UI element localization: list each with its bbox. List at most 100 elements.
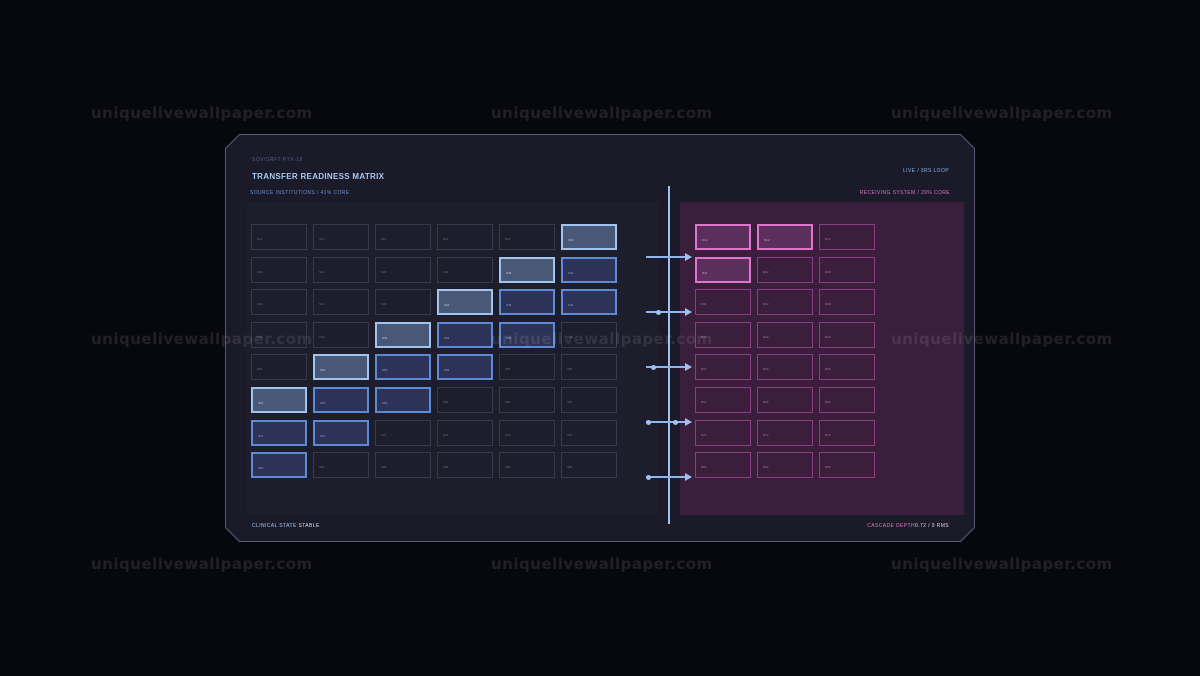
watermark-text: uniquelivewallpaper.com xyxy=(891,555,1113,573)
source-cell-s71[interactable]: S71 xyxy=(251,419,307,446)
receiving-cell-r12[interactable]: R12 xyxy=(757,224,813,250)
receiving-cell-r23[interactable]: R23 xyxy=(819,256,875,283)
source-cell-s44[interactable]: S44 xyxy=(437,321,493,348)
source-cell-s83[interactable]: S83 xyxy=(375,452,431,479)
receiving-cell-r62[interactable]: R62 xyxy=(757,387,813,413)
source-cell-s62[interactable]: S62 xyxy=(313,387,369,413)
receiving-cell-r71[interactable]: R71 xyxy=(695,419,751,446)
source-cell-s23[interactable]: S23 xyxy=(375,256,431,283)
source-cell-s43[interactable]: S43 xyxy=(375,321,431,348)
clinical-state-key: CLINICAL STATE xyxy=(252,523,297,529)
watermark-text: uniquelivewallpaper.com xyxy=(91,330,313,348)
arrow-head-icon xyxy=(685,363,692,371)
source-cell-s66[interactable]: S66 xyxy=(561,387,617,413)
flow-node-dot xyxy=(646,474,651,480)
receiving-cell-r53[interactable]: R53 xyxy=(819,354,875,381)
source-cell-s81[interactable]: S81 xyxy=(251,452,307,479)
receiving-cell-r42[interactable]: R42 xyxy=(757,321,813,348)
watermark-text: uniquelivewallpaper.com xyxy=(91,104,313,122)
cascade-depth-key: CASCADE DEPTH xyxy=(867,523,916,529)
source-cell-s82[interactable]: S82 xyxy=(313,452,369,479)
flow-arrow-1 xyxy=(646,253,692,261)
receiving-cell-r52[interactable]: R52 xyxy=(757,354,813,381)
source-cell-s36[interactable]: S36 xyxy=(561,289,617,316)
watermark-text: uniquelivewallpaper.com xyxy=(491,555,713,573)
source-cell-s22[interactable]: S22 xyxy=(313,256,369,283)
flow-node-dot xyxy=(651,364,656,370)
receiving-cell-r21[interactable]: R21 xyxy=(695,256,751,283)
source-cell-s65[interactable]: S65 xyxy=(499,387,555,413)
arrow-head-icon xyxy=(685,418,692,426)
source-cell-s15[interactable]: S15 xyxy=(499,224,555,250)
source-cell-s85[interactable]: S85 xyxy=(499,452,555,479)
source-cell-s42[interactable]: S42 xyxy=(313,321,369,348)
flow-arrow-4 xyxy=(646,418,692,426)
source-cell-s86[interactable]: S86 xyxy=(561,452,617,479)
page-title: TRANSFER READINESS MATRIX xyxy=(252,172,385,181)
source-cell-s13[interactable]: S13 xyxy=(375,224,431,250)
receiving-cell-r32[interactable]: R32 xyxy=(757,289,813,316)
source-cell-s34[interactable]: S34 xyxy=(437,289,493,316)
source-cell-s26[interactable]: S26 xyxy=(561,256,617,283)
receiving-cell-r81[interactable]: R81 xyxy=(695,452,751,479)
receiving-cell-r51[interactable]: R51 xyxy=(695,354,751,381)
source-cell-s73[interactable]: S73 xyxy=(375,419,431,446)
watermark-text: uniquelivewallpaper.com xyxy=(491,104,713,122)
flow-arrow-5 xyxy=(646,473,692,481)
source-cell-s55[interactable]: S55 xyxy=(499,354,555,381)
source-cell-s35[interactable]: S35 xyxy=(499,289,555,316)
source-cell-s11[interactable]: S11 xyxy=(251,224,307,250)
cascade-depth-value: 0.72 / 9 RMS xyxy=(915,523,949,529)
source-cell-s76[interactable]: S76 xyxy=(561,419,617,446)
receiving-cell-r72[interactable]: R72 xyxy=(757,419,813,446)
arrow-head-icon xyxy=(685,308,692,316)
arrow-head-icon xyxy=(685,473,692,481)
source-section-label: SOURCE INSTITUTIONS / 41% CORE xyxy=(250,190,350,196)
receiving-cell-r61[interactable]: R61 xyxy=(695,387,751,413)
source-cell-s14[interactable]: S14 xyxy=(437,224,493,250)
receiving-cell-r31[interactable]: R31 xyxy=(695,289,751,316)
source-cell-s16[interactable]: S16 xyxy=(561,224,617,250)
live-status: LIVE / 3RS LOOP xyxy=(902,168,949,174)
source-cell-s24[interactable]: S24 xyxy=(437,256,493,283)
source-cell-s25[interactable]: S25 xyxy=(499,256,555,283)
source-cell-s32[interactable]: S32 xyxy=(313,289,369,316)
receiving-cell-r43[interactable]: R43 xyxy=(819,321,875,348)
receiving-cell-r83[interactable]: R83 xyxy=(819,452,875,479)
source-cell-s64[interactable]: S64 xyxy=(437,387,493,413)
arrow-head-icon xyxy=(685,253,692,261)
source-cell-s61[interactable]: S61 xyxy=(251,387,307,413)
receiving-cell-r63[interactable]: R63 xyxy=(819,387,875,413)
source-cell-s31[interactable]: S31 xyxy=(251,289,307,316)
receiving-cell-r13[interactable]: R13 xyxy=(819,224,875,250)
flow-node-dot xyxy=(656,309,661,315)
source-cell-s54[interactable]: S54 xyxy=(437,354,493,381)
clinical-state-label: CLINICAL STATE STABLE xyxy=(252,523,320,529)
flow-arrow-2 xyxy=(646,308,692,316)
source-cell-s33[interactable]: S33 xyxy=(375,289,431,316)
receiving-cell-r11[interactable]: R11 xyxy=(695,224,751,250)
panel-code: SOV/SRFT PTX-18 xyxy=(252,157,303,163)
source-cell-s52[interactable]: S52 xyxy=(313,354,369,381)
source-cell-s84[interactable]: S84 xyxy=(437,452,493,479)
source-cell-s51[interactable]: S51 xyxy=(251,354,307,381)
source-cell-s72[interactable]: S72 xyxy=(313,419,369,446)
cascade-depth-label: CASCADE DEPTH0.72 / 9 RMS xyxy=(867,523,949,529)
watermark-text: uniquelivewallpaper.com xyxy=(91,555,313,573)
source-cell-s74[interactable]: S74 xyxy=(437,419,493,446)
watermark-text: uniquelivewallpaper.com xyxy=(491,330,713,348)
receiving-cell-r73[interactable]: R73 xyxy=(819,419,875,446)
clinical-state-value: STABLE xyxy=(298,523,320,529)
source-cell-s53[interactable]: S53 xyxy=(375,354,431,381)
flow-node-dot xyxy=(673,419,678,425)
source-cell-s56[interactable]: S56 xyxy=(561,354,617,381)
watermark-text: uniquelivewallpaper.com xyxy=(891,330,1113,348)
source-cell-s12[interactable]: S12 xyxy=(313,224,369,250)
source-cell-s75[interactable]: S75 xyxy=(499,419,555,446)
flow-node-dot xyxy=(646,419,651,425)
source-cell-s63[interactable]: S63 xyxy=(375,387,431,413)
receiving-cell-r22[interactable]: R22 xyxy=(757,256,813,283)
source-cell-s21[interactable]: S21 xyxy=(251,256,307,283)
receiving-cell-r33[interactable]: R33 xyxy=(819,289,875,316)
receiving-cell-r82[interactable]: R82 xyxy=(757,452,813,479)
